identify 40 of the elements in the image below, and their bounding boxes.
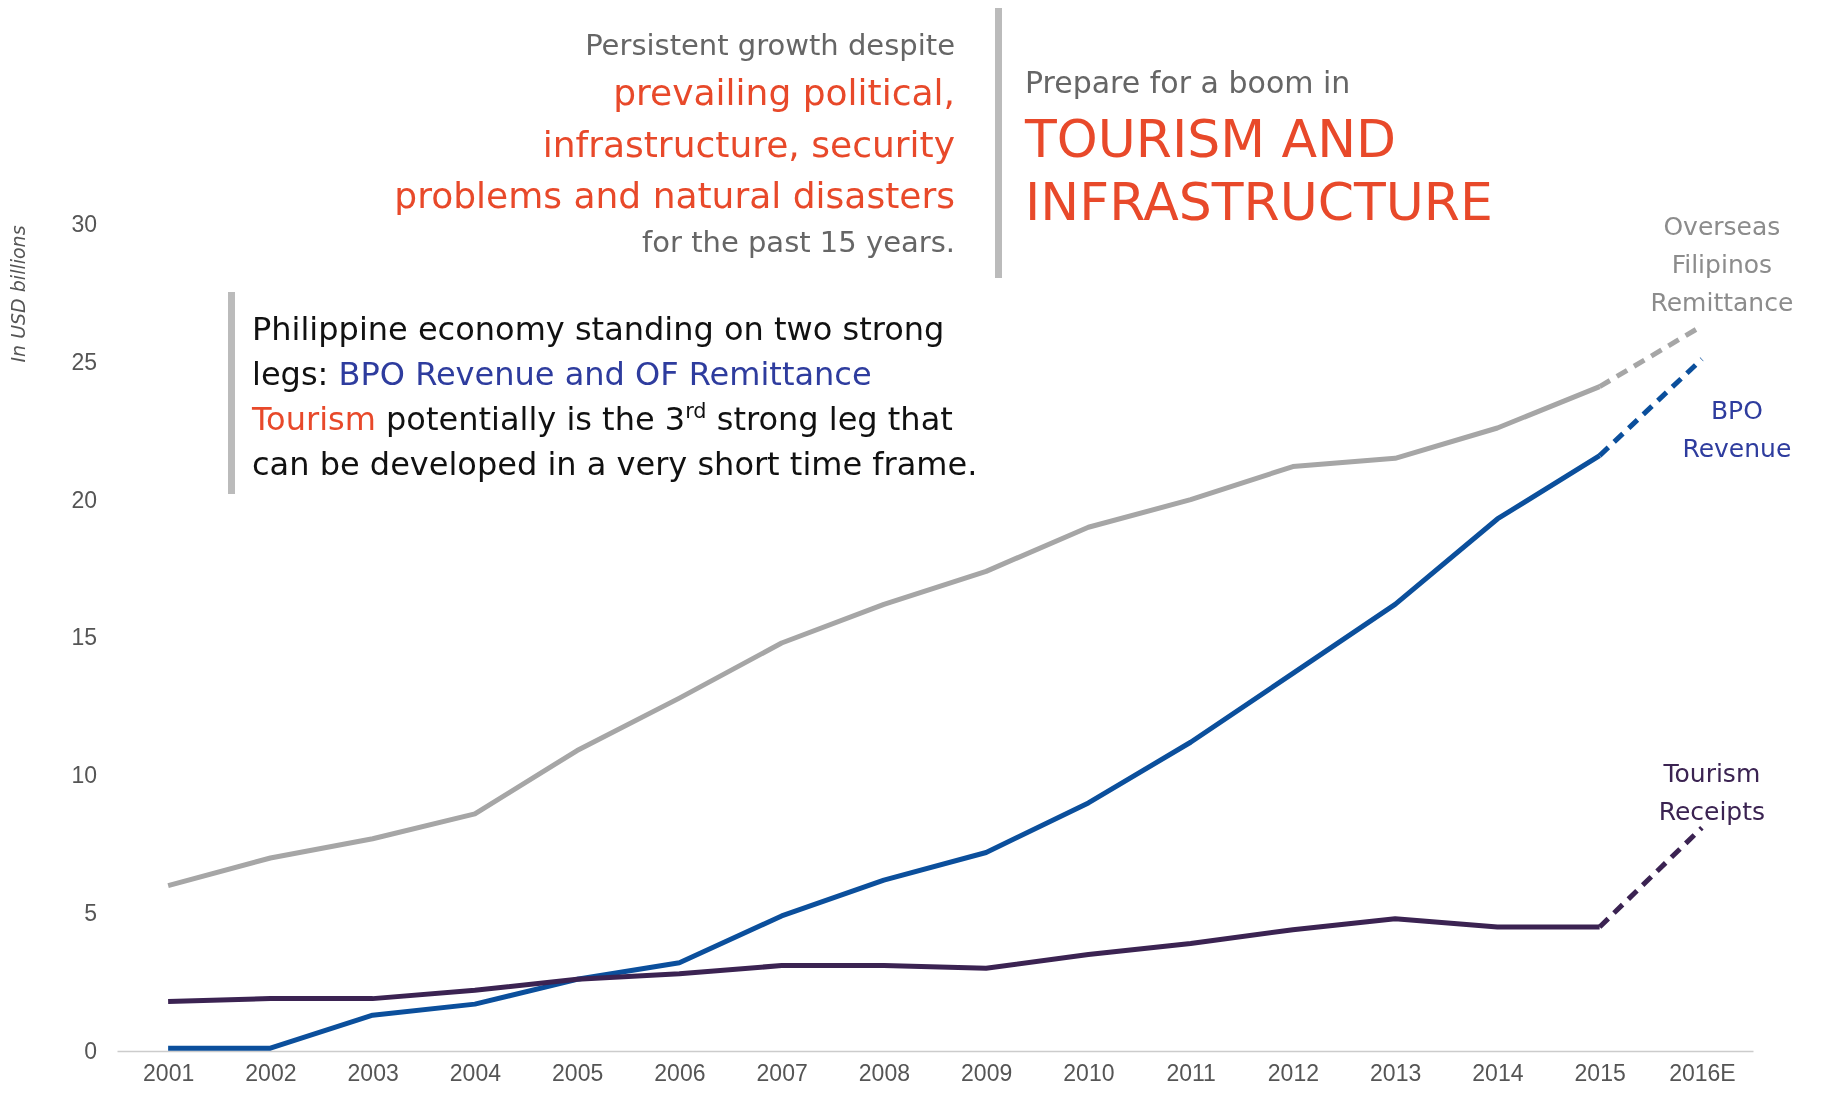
text: infrastructure, security	[542, 124, 955, 165]
x-tick-label: 2016E	[1669, 1060, 1736, 1087]
annotation: potentially is the 3$^{rd}$ strong leg that	[375, 399, 953, 438]
annotation: can be developed in a very short time frame.	[252, 445, 978, 483]
annotation: legs:	[252, 355, 339, 393]
x-tick-label: 2013	[1370, 1060, 1422, 1087]
x-tick-label: 2005	[552, 1060, 604, 1087]
x-tick-label: 2006	[654, 1060, 706, 1087]
x-tick-label: 2004	[449, 1060, 502, 1087]
annotation: BPO Revenue and OF Remittance	[338, 355, 872, 393]
x-tick-label: 2007	[756, 1060, 808, 1087]
x-tick-label: 2011	[1166, 1060, 1216, 1087]
y-tick-label: 20	[71, 486, 97, 513]
chart-subtitle: Prepare for a boom in	[1025, 65, 1351, 100]
text: BPO Revenue	[1682, 396, 1792, 464]
x-tick-label: 2015	[1574, 1060, 1626, 1087]
x-tick-label: 2003	[347, 1060, 399, 1087]
text: problems and natural disasters	[394, 175, 955, 216]
text: Persistent growth despite	[585, 28, 955, 62]
x-tick-label: 2012	[1267, 1060, 1319, 1087]
x-tick-label: 2010	[1063, 1060, 1115, 1087]
annotation: for the past 15 years.	[642, 225, 955, 259]
text: prevailing political,	[613, 72, 955, 113]
x-tick-label: 2014	[1472, 1060, 1524, 1087]
y-tick-label: 25	[71, 348, 97, 375]
annotation: Philippine economy standing on two strong	[252, 310, 945, 348]
text: Tourism Receipts	[1658, 758, 1766, 826]
y-tick-label: 15	[71, 624, 97, 651]
y-tick-label: 0	[84, 1037, 97, 1064]
x-tick-label: 2002	[245, 1060, 297, 1087]
annotation: Tourism	[251, 400, 376, 438]
chart-title: TOURISM AND INFRASTRUCTURE	[1024, 109, 1493, 232]
y-tick-label: 5	[84, 900, 97, 927]
y-tick-label: 10	[71, 762, 97, 789]
x-tick-label: 2001	[143, 1060, 195, 1087]
text: Overseas Filipinos Remittance	[1650, 212, 1794, 317]
x-tick-label: 2009	[961, 1060, 1013, 1087]
y-tick-label: 30	[71, 210, 97, 237]
x-tick-label: 2008	[858, 1060, 910, 1087]
y-axis-title: In USD billions	[7, 225, 29, 363]
